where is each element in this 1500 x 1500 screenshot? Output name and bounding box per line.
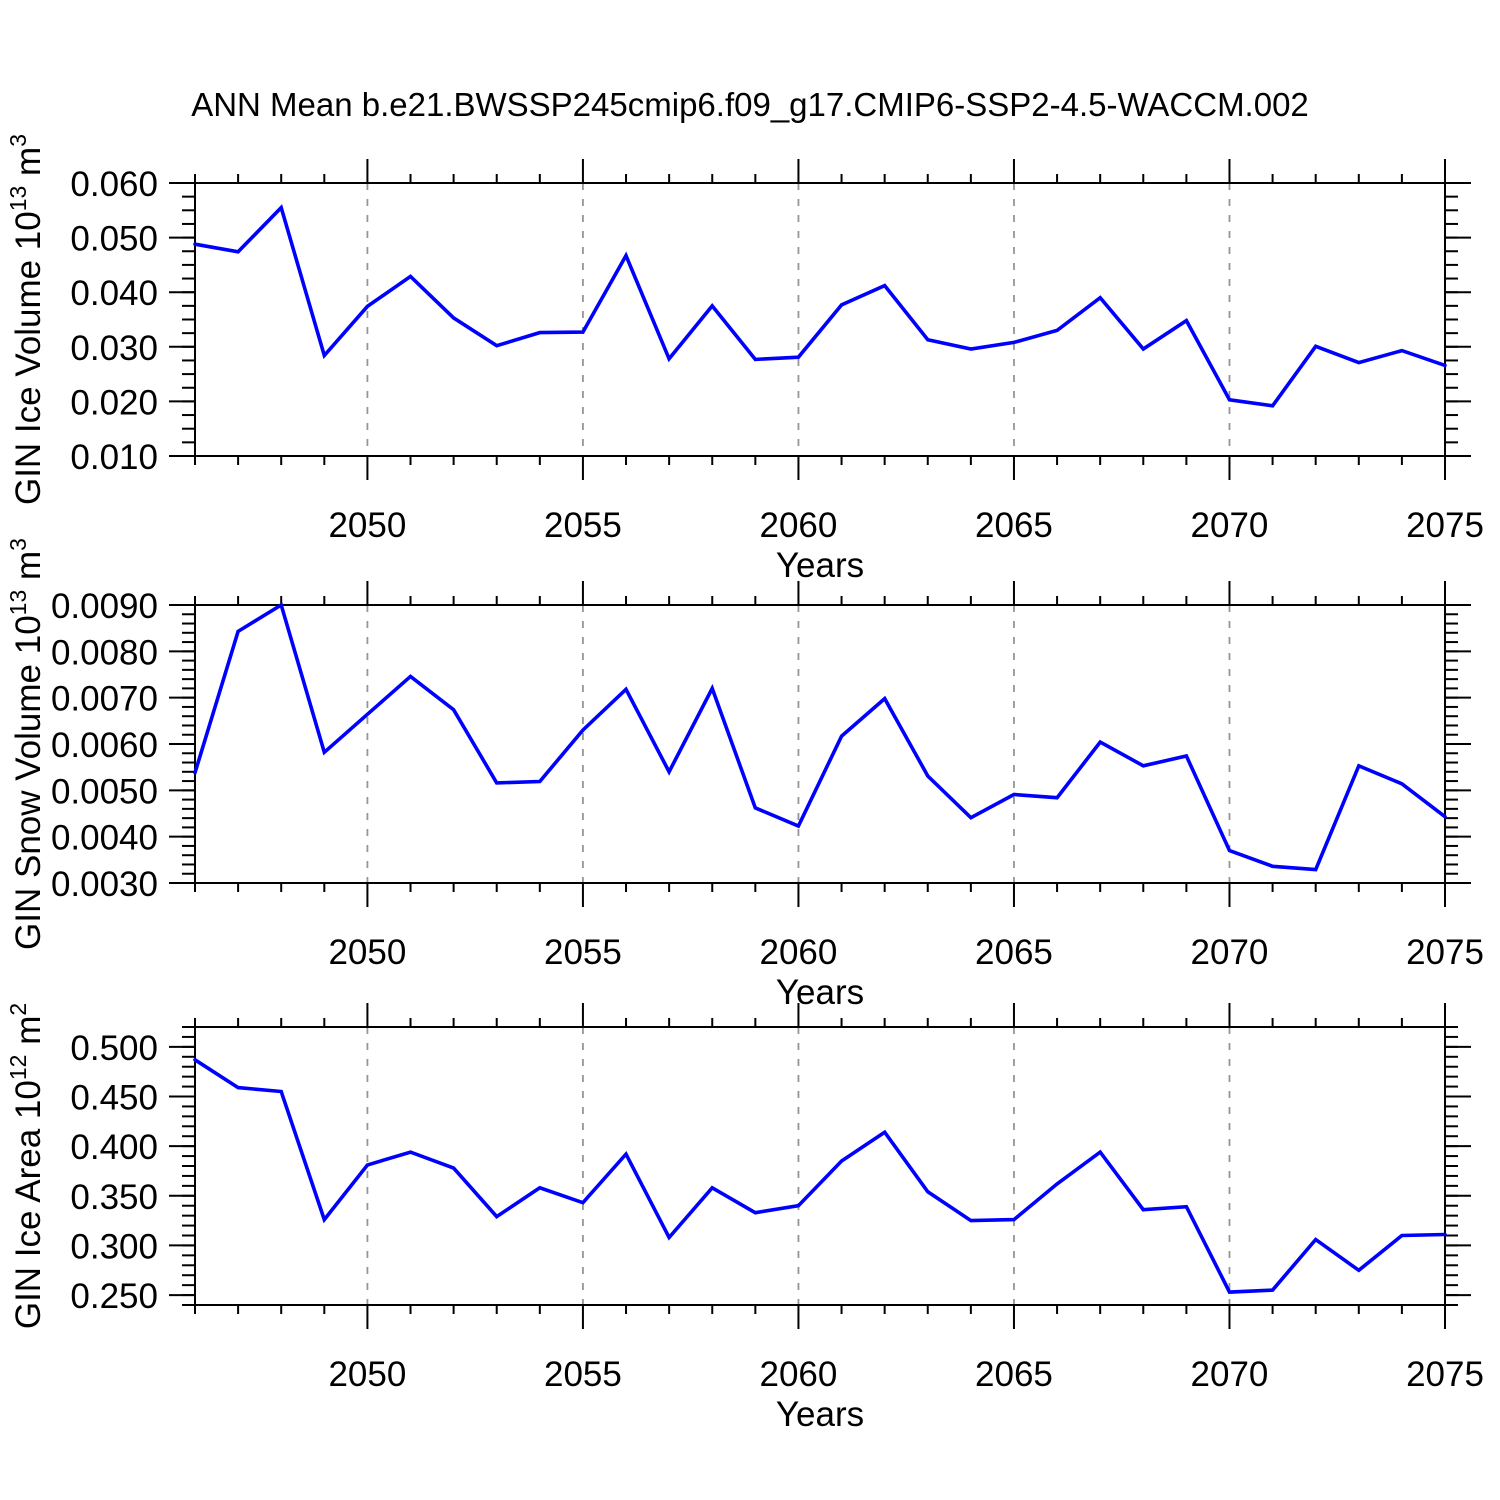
y-tick-label: 0.0050 (51, 772, 158, 811)
x-tick-label: 2070 (1191, 1355, 1269, 1394)
x-tick-label: 2065 (975, 1355, 1053, 1394)
x-tick-label: 2050 (328, 506, 406, 545)
y-axis-title: GIN Ice Volume 1013 m3 (5, 134, 48, 505)
x-axis-title: Years (776, 973, 864, 1012)
data-line-gin-ice-area (193, 1058, 1447, 1294)
x-tick-label: 2050 (328, 933, 406, 972)
y-tick-label: 0.010 (70, 438, 158, 477)
y-tick-label: 0.0030 (51, 865, 158, 904)
x-tick-label: 2055 (544, 933, 622, 972)
x-tick-label: 2065 (975, 933, 1053, 972)
y-tick-label: 0.050 (70, 220, 158, 259)
y-axis-title: GIN Snow Volume 1013 m3 (5, 538, 48, 950)
y-tick-label: 0.060 (70, 165, 158, 204)
x-tick-label: 2070 (1191, 506, 1269, 545)
y-tick-label: 0.0090 (51, 587, 158, 626)
x-axis-title: Years (776, 546, 864, 585)
y-tick-label: 0.300 (70, 1227, 158, 1266)
y-tick-label: 0.0070 (51, 680, 158, 719)
data-line-gin-snow-volume (193, 602, 1447, 872)
x-tick-label: 2055 (544, 506, 622, 545)
y-tick-label: 0.350 (70, 1178, 158, 1217)
y-tick-label: 0.030 (70, 329, 158, 368)
plot-border (194, 604, 1446, 884)
x-tick-label: 2070 (1191, 933, 1269, 972)
x-tick-label: 2055 (544, 1355, 622, 1394)
y-tick-label: 0.0040 (51, 819, 158, 858)
plot-border (194, 1026, 1446, 1306)
x-tick-label: 2065 (975, 506, 1053, 545)
panel-gin-snow-volume: 0.0030 0.0040 0.0050 0.0060 0.0070 0.0080 0.00… (5, 538, 1484, 1012)
y-tick-label: 0.040 (70, 274, 158, 313)
plot-border (194, 182, 1446, 457)
panel-gin-ice-area: 0.250 0.300 0.350 0.400 0.450 0.500 2050 2055 20… (5, 1003, 1484, 1434)
x-tick-label: 2075 (1406, 933, 1484, 972)
data-line-gin-ice-volume (193, 204, 1447, 408)
chart-title: ANN Mean b.e21.BWSSP245cmip6.f09_g17.CMI… (191, 86, 1309, 123)
x-tick-label: 2060 (760, 1355, 838, 1394)
y-tick-label: 0.400 (70, 1128, 158, 1167)
x-tick-label: 2060 (760, 506, 838, 545)
x-tick-label: 2060 (760, 933, 838, 972)
x-tick-label: 2050 (328, 1355, 406, 1394)
y-tick-label: 0.500 (70, 1029, 158, 1068)
x-axis-title: Years (776, 1395, 864, 1434)
x-tick-label: 2075 (1406, 506, 1484, 545)
x-tick-label: 2075 (1406, 1355, 1484, 1394)
y-tick-label: 0.250 (70, 1277, 158, 1316)
y-axis-title: GIN Ice Area 1012 m2 (5, 1003, 48, 1329)
y-tick-label: 0.020 (70, 383, 158, 422)
y-tick-label: 0.0080 (51, 633, 158, 672)
y-tick-label: 0.450 (70, 1079, 158, 1118)
y-tick-label: 0.0060 (51, 726, 158, 765)
panel-gin-ice-volume: 0.010 0.020 0.030 0.040 0.050 0.060 2050 2055 20… (5, 134, 1484, 585)
